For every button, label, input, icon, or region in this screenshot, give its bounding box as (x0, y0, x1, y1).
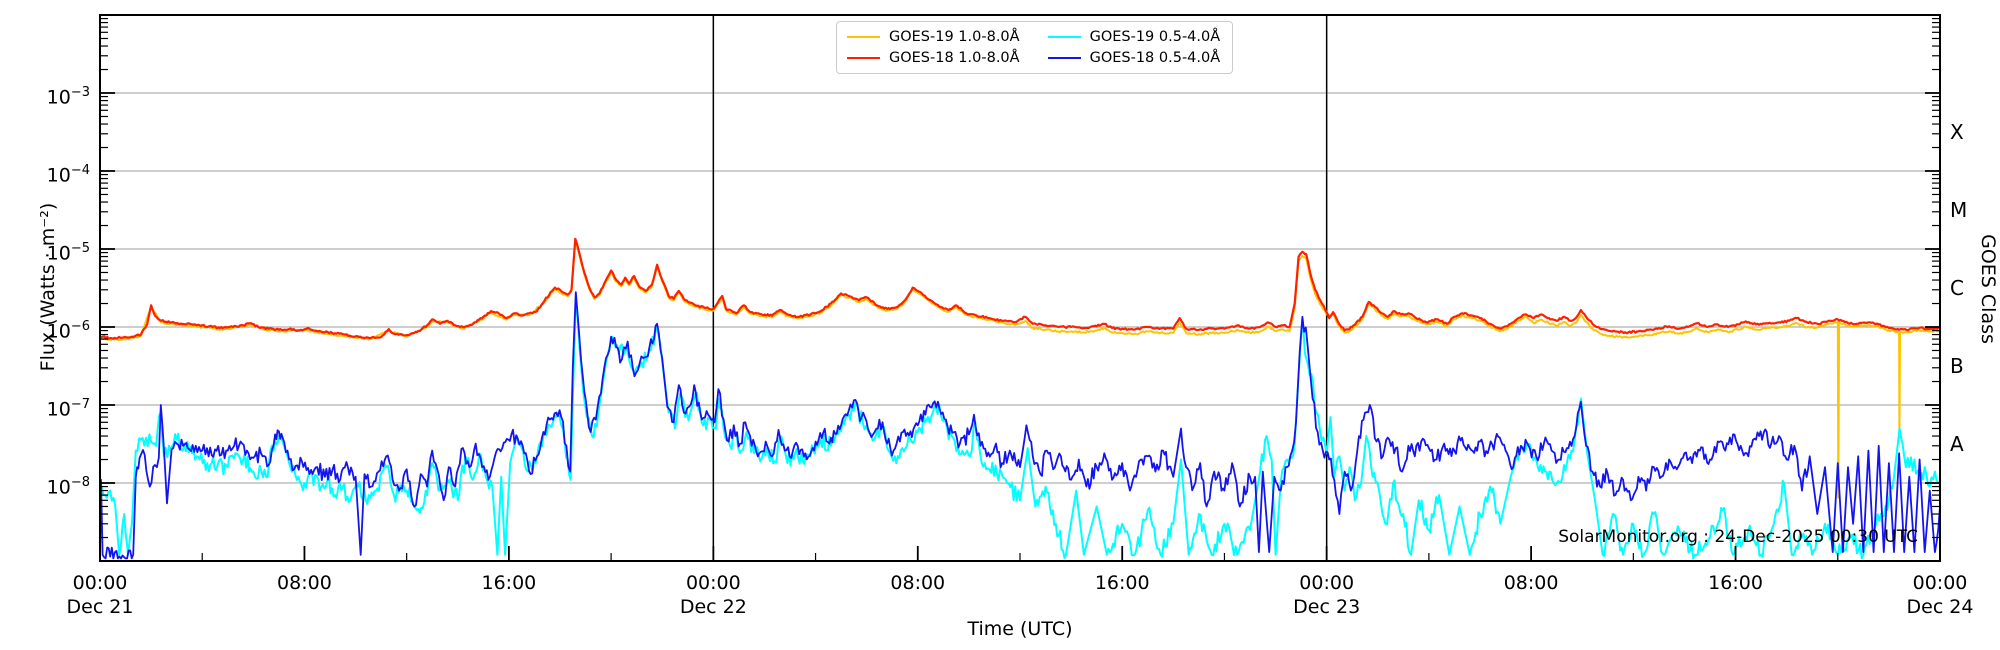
legend-item-goes19-long: GOES-19 1.0-8.0Å (847, 29, 1020, 45)
x-tick-time-label: 00:00 (1299, 572, 1354, 594)
legend-item-goes18-long: GOES-18 1.0-8.0Å (847, 50, 1020, 66)
goes-class-letter: A (1950, 432, 1964, 456)
axis-ticks (99, 17, 1941, 561)
goes-class-letter: C (1950, 276, 1964, 300)
legend-label: GOES-19 0.5-4.0Å (1089, 29, 1221, 45)
watermark-text: SolarMonitor.org : 24-Dec-2025 00:30 UTC (1558, 527, 1918, 547)
grid-lines (100, 92, 1940, 484)
goes-class-letter: X (1950, 120, 1964, 144)
goes18-short-swatch-line (1047, 57, 1081, 59)
x-tick-time-label: 08:00 (1504, 572, 1559, 594)
x-tick-time-label: 00:00 (1913, 572, 1968, 594)
y-tick-label: 10−5 (46, 241, 90, 265)
legend-item-goes18-short: GOES-18 0.5-4.0Å (1047, 50, 1221, 66)
flux-curves (100, 237, 1940, 560)
legend: GOES-19 1.0-8.0Å GOES-18 1.0-8.0Å GOES-1… (836, 21, 1234, 74)
x-tick-time-label: 00:00 (73, 572, 128, 594)
legend-label: GOES-18 1.0-8.0Å (889, 50, 1020, 66)
goes-class-letter: M (1950, 198, 1967, 222)
goes-class-letters: X M C B A (1950, 120, 1967, 456)
x-tick-date-label: Dec 24 (1907, 596, 1974, 618)
series-curve-goes-19-1-0-8-0- (100, 239, 1940, 499)
x-tick-time-label: 00:00 (686, 572, 741, 594)
legend-item-goes19-short: GOES-19 0.5-4.0Å (1047, 29, 1221, 45)
x-tick-time-label: 16:00 (1095, 572, 1150, 594)
x-tick-time-label: 16:00 (1708, 572, 1763, 594)
y-tick-label: 10−6 (46, 319, 90, 343)
goes19-short-swatch-line (1047, 36, 1081, 38)
series-curve-goes-19-0-5-4-0- (100, 299, 1940, 560)
x-tick-time-label: 16:00 (482, 572, 537, 594)
y-axis-title: Flux (Watts · m⁻²) (37, 202, 59, 372)
day-boundary-lines (712, 15, 1328, 561)
x-tick-date-label: Dec 21 (67, 596, 134, 618)
x-tick-date-label: Dec 22 (680, 596, 747, 618)
x-tick-date-label: Dec 23 (1293, 596, 1360, 618)
y-tick-label: 10−4 (46, 163, 90, 187)
series-curve-goes-18-1-0-8-0- (100, 237, 1940, 340)
right-axis-title: GOES Class (1977, 234, 1999, 344)
x-tick-time-label: 08:00 (890, 572, 945, 594)
goes19-long-swatch-line (847, 36, 880, 38)
goes-class-letter: B (1950, 354, 1964, 378)
x-axis-title: Time (UTC) (967, 618, 1073, 640)
x-tick-time-label: 08:00 (277, 572, 332, 594)
legend-label: GOES-19 1.0-8.0Å (889, 29, 1020, 45)
y-tick-label: 10−3 (46, 85, 90, 109)
legend-label: GOES-18 0.5-4.0Å (1089, 50, 1221, 66)
series-curve-goes-18-0-5-4-0- (100, 291, 1940, 560)
y-tick-label: 10−8 (46, 475, 90, 499)
goes18-long-swatch-line (847, 57, 880, 59)
y-tick-label: 10−7 (46, 397, 90, 421)
